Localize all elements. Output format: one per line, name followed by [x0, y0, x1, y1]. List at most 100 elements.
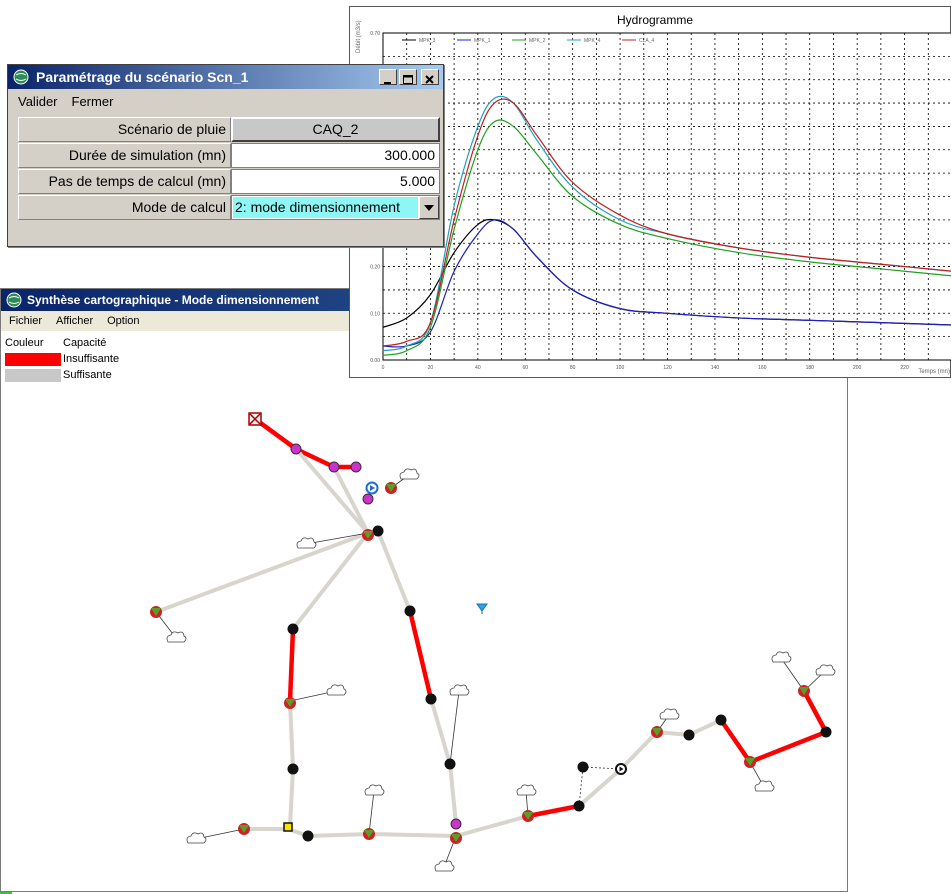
junction-node[interactable]: [577, 761, 589, 773]
scenario-dialog: Paramétrage du scénario Scn_1 Valider Fer…: [7, 64, 444, 247]
manhole-node[interactable]: [328, 461, 340, 473]
pipe-segment[interactable]: [306, 832, 371, 838]
pipe-segment[interactable]: [291, 531, 370, 631]
catchment-cloud-icon[interactable]: [399, 468, 420, 480]
catchment-cloud-icon[interactable]: [815, 664, 836, 676]
chart-title: Hydrogramme: [617, 13, 693, 27]
parameter-grid: Scénario de pluie CAQ_2 Durée de simulat…: [18, 117, 440, 221]
pipe-segment[interactable]: [718, 717, 753, 765]
pipe-segment[interactable]: [154, 531, 370, 614]
minimize-button[interactable]: [379, 69, 397, 85]
pipe-segment[interactable]: [287, 626, 296, 704]
pipe-segment[interactable]: [288, 699, 295, 771]
pipe-segment[interactable]: [801, 688, 829, 735]
catchment-cloud-icon[interactable]: [326, 684, 347, 696]
y-tick-label: 0.00: [370, 358, 380, 364]
network-map[interactable]: [1, 289, 849, 893]
label-mode-calcul: Mode de calcul: [18, 195, 231, 220]
pipe-segment[interactable]: [687, 718, 723, 737]
pipe-segment[interactable]: [429, 697, 452, 766]
junction-node[interactable]: [444, 758, 456, 770]
junction-node[interactable]: [820, 726, 832, 738]
series-line-mpk-1: [382, 219, 951, 348]
pipe-segment[interactable]: [619, 730, 659, 771]
inlet-triangle-icon: [363, 531, 373, 539]
catchment-cloud-icon[interactable]: [166, 631, 187, 643]
chevron-down-icon[interactable]: [419, 196, 439, 219]
pipe-segment[interactable]: [577, 767, 623, 808]
pipe-segment[interactable]: [332, 465, 370, 535]
menu-afficher[interactable]: Afficher: [56, 315, 94, 327]
scenario-pluie-button[interactable]: CAQ_2: [231, 117, 440, 142]
row-duree: Durée de simulation (mn) 300.000: [18, 143, 440, 168]
pipe-segment[interactable]: [407, 608, 434, 702]
pas-temps-field[interactable]: 5.000: [231, 169, 440, 194]
inlet-triangle-icon: [745, 758, 755, 766]
x-tick-label: 140: [711, 365, 720, 371]
inlet-triangle-icon: [364, 830, 374, 838]
row-scenario: Scénario de pluie CAQ_2: [18, 117, 440, 142]
junction-node[interactable]: [302, 830, 314, 842]
junction-node[interactable]: [287, 763, 299, 775]
dialog-title-bar[interactable]: Paramétrage du scénario Scn_1: [8, 65, 443, 89]
y-axis-label: Débit (m3/s): [356, 20, 362, 53]
close-button[interactable]: [421, 69, 439, 85]
dialog-menu-bar: Valider Fermer: [8, 91, 119, 113]
duree-simulation-field[interactable]: 300.000: [231, 143, 440, 168]
funnel-marker-icon[interactable]: [476, 603, 488, 614]
close-icon: [425, 75, 434, 84]
row-mode: Mode de calcul 2: mode dimensionnement: [18, 195, 440, 220]
storage-node[interactable]: [283, 822, 293, 832]
junction-node[interactable]: [683, 729, 695, 741]
catchment-cloud-icon[interactable]: [516, 784, 537, 796]
maximize-button[interactable]: [399, 69, 417, 85]
manhole-node[interactable]: [362, 493, 374, 505]
menu-fichier[interactable]: Fichier: [9, 315, 43, 327]
junction-node[interactable]: [287, 623, 299, 635]
legend-entry: MPK_2: [529, 38, 546, 44]
pipe-segment[interactable]: [376, 529, 412, 613]
hydrogram-chart: Hydrogramme Débit (m3/s) Temps (mn) 0 20 4…: [356, 13, 951, 375]
pipe-segment[interactable]: [294, 447, 370, 535]
x-tick-label: 0: [382, 365, 385, 371]
menu-fermer[interactable]: Fermer: [71, 94, 114, 109]
hydrogram-window: Hydrogramme Débit (m3/s) Temps (mn) 0 20 4…: [349, 6, 951, 378]
manhole-node[interactable]: [450, 818, 462, 830]
globe-icon: [6, 292, 22, 308]
catchment-cloud-icon[interactable]: [434, 860, 455, 872]
catchment-cloud-icon[interactable]: [754, 780, 775, 792]
catchment-cloud-icon[interactable]: [449, 684, 470, 696]
catchment-cloud-icon[interactable]: [659, 708, 680, 720]
pipe-segment[interactable]: [448, 762, 458, 826]
menu-valider[interactable]: Valider: [18, 94, 58, 109]
catchment-cloud-icon[interactable]: [186, 832, 207, 844]
catchment-cloud-icon[interactable]: [296, 537, 317, 549]
inlet-triangle-icon: [285, 699, 295, 707]
junction-node[interactable]: [715, 714, 727, 726]
inlet-triangle-icon: [652, 728, 662, 736]
junction-node[interactable]: [404, 605, 416, 617]
legend-swatch-suffisante: [5, 368, 61, 382]
legend-entry: MPK_3: [419, 38, 436, 44]
mode-calcul-select[interactable]: 2: mode dimensionnement: [231, 195, 440, 220]
pipe-segment[interactable]: [252, 416, 299, 452]
pipe-segment[interactable]: [367, 832, 458, 838]
legend-entry: MPK_4: [584, 38, 601, 44]
catchment-cloud-icon[interactable]: [364, 784, 385, 796]
dialog-title: Paramétrage du scénario Scn_1: [36, 69, 249, 85]
manhole-node[interactable]: [350, 461, 362, 473]
junction-node[interactable]: [372, 525, 384, 537]
pipe-segment[interactable]: [288, 767, 295, 828]
manhole-node[interactable]: [290, 443, 302, 455]
pipe-segment[interactable]: [525, 803, 582, 819]
capacity-legend: Couleur Capacité Insuffisante Suffisante: [5, 335, 119, 383]
x-tick-label: 60: [522, 365, 528, 371]
junction-node[interactable]: [573, 800, 585, 812]
catchment-cloud-icon[interactable]: [771, 651, 792, 663]
pipe-segment[interactable]: [747, 729, 829, 765]
pipe-segment[interactable]: [293, 446, 337, 470]
legend-entry: CLA_4: [639, 38, 655, 44]
junction-node[interactable]: [425, 693, 437, 705]
menu-option[interactable]: Option: [107, 315, 140, 327]
pipe-segment[interactable]: [454, 814, 530, 838]
